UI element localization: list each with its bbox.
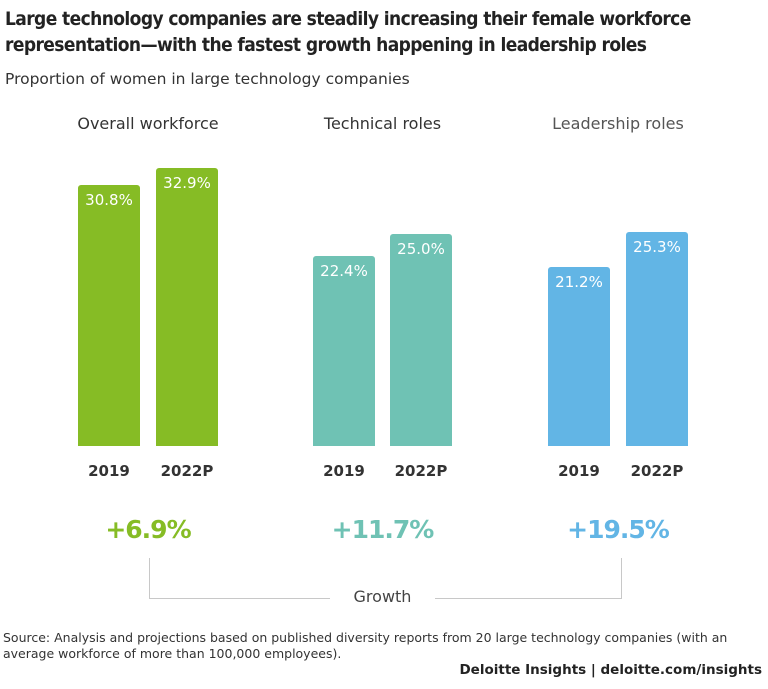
- bar-data-label: 22.4%: [320, 262, 368, 281]
- bar: [156, 167, 218, 446]
- bar-data-label: 25.3%: [633, 237, 681, 256]
- group-title: Leadership roles: [552, 114, 684, 133]
- bar: [626, 231, 688, 446]
- x-tick-label: 2022P: [630, 462, 684, 480]
- growth-value: +19.5%: [567, 515, 670, 544]
- chart-subtitle: Proportion of women in large technology …: [5, 70, 410, 88]
- bar-data-label: 25.0%: [397, 240, 445, 259]
- x-tick-label: 2022P: [160, 462, 214, 480]
- x-tick-label: 2019: [88, 462, 130, 480]
- bar: [78, 185, 140, 446]
- group-title: Technical roles: [323, 114, 442, 133]
- bar-data-label: 30.8%: [85, 191, 133, 210]
- chart-title: Large technology companies are steadily …: [5, 8, 691, 56]
- group-title: Overall workforce: [77, 114, 219, 133]
- bar-data-label: 21.2%: [555, 272, 603, 291]
- growth-value: +11.7%: [331, 515, 435, 544]
- bar-data-label: 32.9%: [163, 173, 211, 192]
- brand-footer: Deloitte Insights | deloitte.com/insight…: [459, 662, 762, 678]
- bar: [548, 266, 610, 446]
- growth-value: +6.9%: [105, 515, 191, 544]
- source-note: Source: Analysis and projections based o…: [3, 630, 728, 661]
- x-tick-label: 2022P: [394, 462, 448, 480]
- x-tick-label: 2019: [558, 462, 600, 480]
- bar: [390, 234, 452, 446]
- bar: [313, 256, 375, 446]
- growth-label: Growth: [330, 587, 435, 606]
- x-tick-label: 2019: [323, 462, 365, 480]
